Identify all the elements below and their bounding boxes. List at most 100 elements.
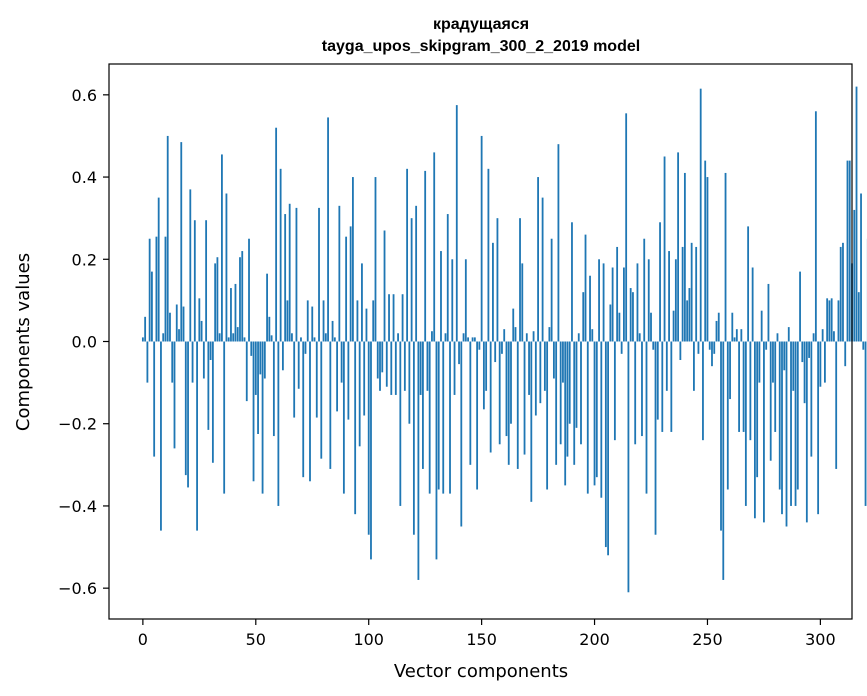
bar-225: [650, 312, 652, 342]
bar-14: [173, 341, 176, 449]
bar-319: [862, 341, 865, 350]
bar-117: [406, 168, 409, 342]
bar-192: [575, 341, 578, 428]
bar-103: [374, 177, 377, 342]
x-tick-label: 300: [805, 630, 836, 649]
bar-26: [200, 320, 203, 342]
bar-244: [693, 341, 695, 391]
bar-71: [302, 341, 305, 478]
bar-76: [313, 337, 316, 342]
bar-114: [399, 341, 402, 506]
bar-98: [363, 341, 366, 416]
bar-196: [584, 234, 587, 342]
bar-0: [141, 337, 144, 342]
bar-293: [803, 341, 806, 404]
bar-25: [198, 298, 201, 342]
bar-123: [419, 341, 422, 395]
bar-227: [654, 341, 657, 535]
bar-179: [546, 341, 549, 490]
bar-152: [485, 341, 488, 391]
bar-150: [480, 135, 483, 342]
bar-251: [708, 341, 711, 350]
bar-161: [505, 341, 508, 437]
bar-139: [455, 105, 458, 342]
bar-302: [824, 341, 826, 383]
bar-126: [426, 341, 429, 391]
bar-133: [442, 341, 445, 494]
bar-158: [498, 341, 501, 445]
bar-180: [548, 327, 551, 342]
bar-10: [164, 236, 167, 342]
bar-223: [645, 341, 648, 494]
bar-110: [390, 341, 393, 395]
bar-245: [695, 246, 698, 342]
bar-219: [636, 263, 639, 342]
bar-208: [611, 267, 614, 342]
bar-320: [864, 341, 867, 506]
bar-31: [211, 341, 214, 463]
x-tick-label: 150: [466, 630, 497, 649]
bar-317: [857, 292, 860, 342]
bar-222: [643, 238, 646, 342]
bar-42: [236, 327, 239, 342]
bar-187: [564, 341, 567, 486]
bar-122: [417, 341, 420, 580]
bar-47: [248, 238, 250, 342]
bar-109: [388, 294, 390, 342]
bar-294: [805, 341, 808, 523]
bar-101: [370, 341, 372, 560]
bar-65: [288, 203, 291, 342]
bar-60: [277, 341, 280, 506]
bar-231: [663, 156, 666, 342]
bar-291: [799, 271, 801, 342]
bar-254: [715, 320, 718, 342]
bar-301: [821, 329, 824, 342]
bar-108: [385, 341, 388, 387]
bar-13: [171, 341, 174, 383]
bar-93: [352, 177, 354, 342]
bar-75: [311, 306, 314, 342]
bar-204: [602, 263, 605, 342]
bar-303: [826, 298, 829, 342]
bar-43: [239, 257, 241, 342]
bar-312: [846, 160, 849, 342]
bar-169: [523, 341, 526, 455]
bar-258: [724, 172, 727, 342]
bar-243: [690, 242, 693, 342]
bar-266: [742, 341, 745, 432]
bar-271: [753, 341, 756, 519]
bar-137: [451, 259, 454, 342]
bar-246: [697, 341, 700, 354]
bar-220: [638, 333, 641, 342]
bar-218: [634, 341, 637, 445]
bar-59: [275, 127, 278, 342]
bar-189: [568, 341, 571, 424]
bar-102: [372, 300, 375, 342]
bar-115: [401, 294, 404, 342]
y-tick-label: −0.4: [58, 497, 97, 516]
bar-305: [830, 298, 833, 342]
bar-82: [327, 117, 329, 342]
bar-238: [679, 341, 682, 360]
bar-159: [501, 341, 503, 354]
bar-297: [812, 333, 815, 342]
bar-22: [191, 341, 194, 383]
bar-24: [196, 341, 198, 531]
bar-16: [178, 329, 180, 342]
bar-253: [713, 341, 716, 354]
bar-18: [182, 306, 185, 342]
bar-267: [744, 341, 747, 506]
bar-185: [559, 341, 562, 445]
bar-172: [530, 341, 533, 502]
bar-1: [144, 316, 147, 342]
bar-9: [162, 333, 165, 342]
bar-83: [329, 341, 332, 469]
bar-145: [469, 341, 472, 465]
bar-5: [153, 341, 156, 457]
bar-130: [435, 341, 438, 560]
bar-241: [686, 300, 689, 342]
bar-91: [347, 341, 350, 420]
bar-85: [333, 337, 336, 342]
